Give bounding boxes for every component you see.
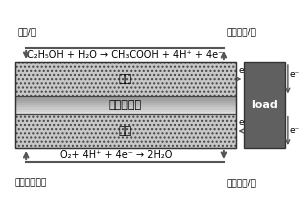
Text: e⁻: e⁻ [289, 70, 300, 79]
Text: e⁻: e⁻ [238, 118, 249, 127]
Bar [14, 107, 236, 110]
Bar [244, 62, 285, 148]
Bar [14, 102, 236, 105]
Bar [14, 114, 236, 148]
Text: C₂H₅OH + H₂O → CH₃COOH + 4H⁺ + 4e⁻: C₂H₅OH + H₂O → CH₃COOH + 4H⁺ + 4e⁻ [27, 50, 223, 60]
Text: 阳极: 阳极 [118, 74, 132, 84]
Bar [14, 96, 236, 114]
Text: e⁻: e⁻ [289, 126, 300, 135]
Bar [14, 109, 236, 112]
Bar [14, 100, 236, 103]
Text: 过量乙醇/水: 过量乙醇/水 [227, 27, 257, 36]
Bar [14, 98, 236, 100]
Text: （来自空气）: （来自空气） [14, 178, 47, 187]
Text: 质子交换膜: 质子交换膜 [109, 100, 142, 110]
Bar [14, 105, 236, 107]
Bar [14, 62, 236, 96]
Text: 阴极: 阴极 [118, 126, 132, 136]
Text: 乙醇/水: 乙醇/水 [17, 27, 37, 36]
Bar [14, 96, 236, 98]
Text: e⁻: e⁻ [238, 66, 249, 75]
Text: 过量氧气/水: 过量氧气/水 [227, 178, 257, 187]
Bar [14, 111, 236, 114]
Bar [14, 62, 236, 148]
Text: O₂+ 4H⁺ + 4e⁻ → 2H₂O: O₂+ 4H⁺ + 4e⁻ → 2H₂O [60, 150, 172, 160]
Text: load: load [251, 100, 278, 110]
